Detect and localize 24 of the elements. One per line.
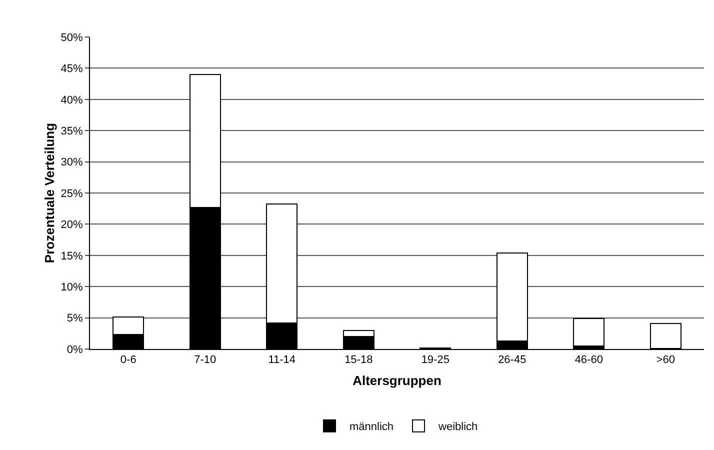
x-tick-label: 26-45 — [498, 354, 526, 366]
x-tick-label: 46-60 — [574, 354, 603, 366]
y-tick-label: 20% — [60, 219, 84, 232]
y-tick-label: 50% — [60, 32, 84, 44]
y-tick-label: 45% — [60, 63, 84, 76]
y-axis-title: Prozentuale Verteilung — [42, 122, 57, 264]
x-tick-label: >60 — [656, 354, 675, 366]
x-axis-title: Altersgruppen — [352, 372, 442, 388]
x-tick-label: 0-6 — [120, 354, 136, 366]
y-tick-label: 5% — [66, 312, 84, 325]
x-tick-label: 19-25 — [421, 354, 450, 366]
y-tick-label: 30% — [60, 156, 84, 169]
y-tick-label: 40% — [60, 94, 84, 106]
y-tick-label: 10% — [60, 281, 84, 294]
x-tick-label: 11-14 — [268, 354, 296, 366]
bar — [573, 318, 605, 346]
y-tick-label: 25% — [60, 188, 84, 200]
y-tick-label: 0% — [66, 344, 84, 356]
legend-label: männlich — [350, 421, 394, 434]
y-tick-label: 15% — [60, 250, 84, 262]
x-tick-label: 15-18 — [344, 354, 373, 366]
legend-label: weiblich — [438, 421, 478, 434]
x-tick-label: 7-10 — [194, 354, 216, 366]
y-tick-label: 35% — [60, 125, 84, 138]
